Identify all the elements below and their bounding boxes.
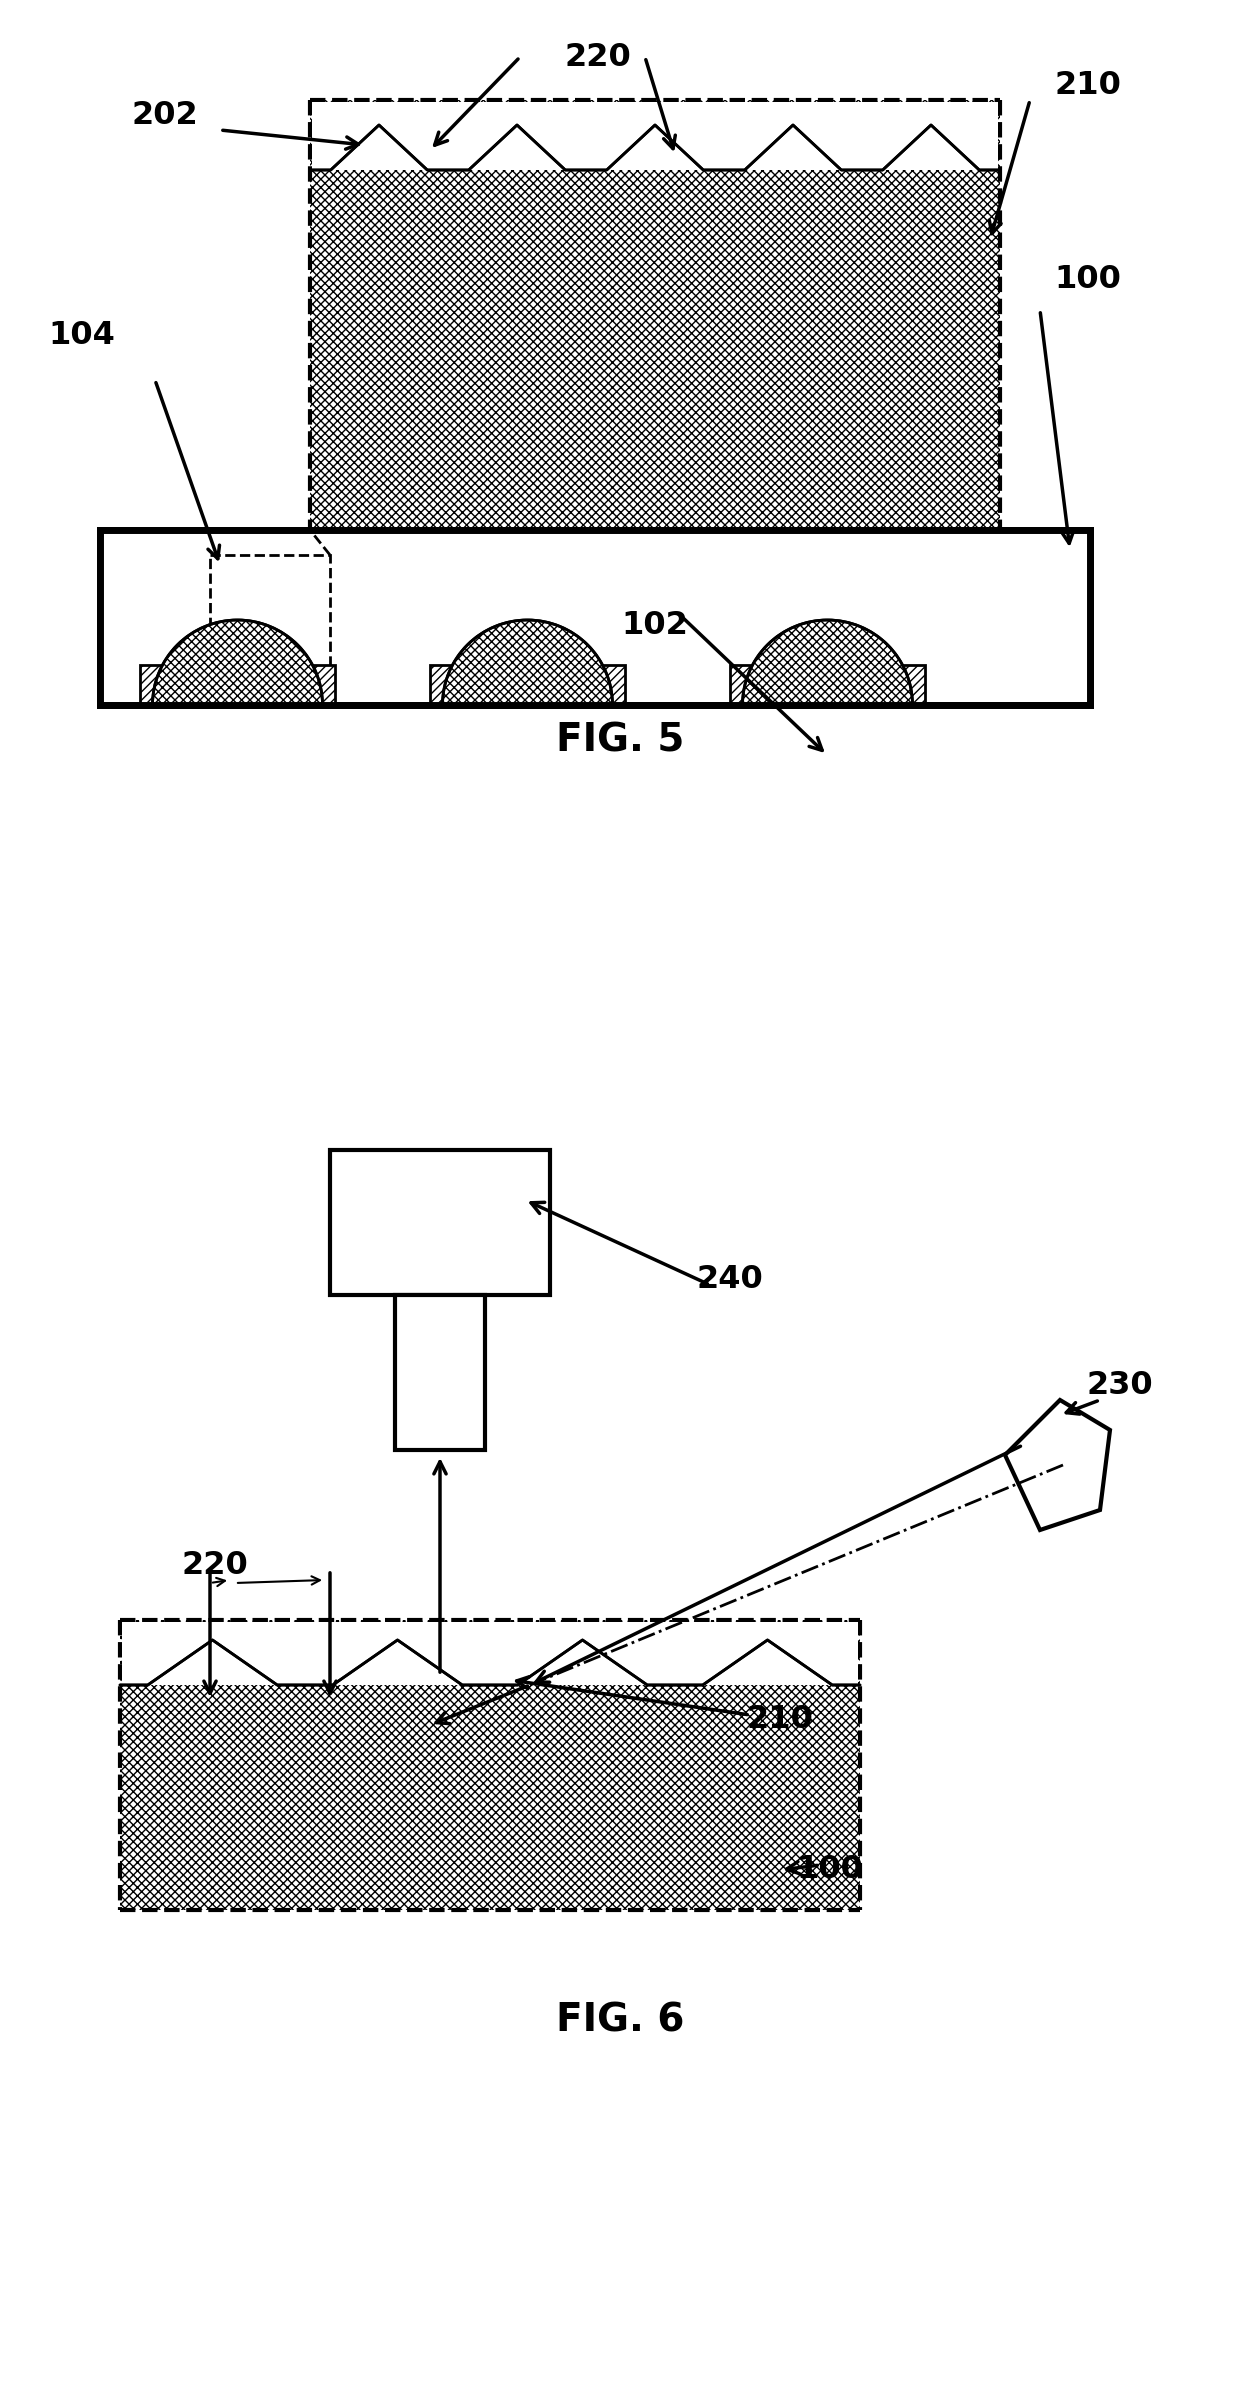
Bar	[310, 101, 999, 531]
Text: FIG. 6: FIG. 6	[556, 2001, 684, 2039]
Bar	[430, 665, 625, 706]
Polygon shape	[1004, 1400, 1110, 1530]
Bar	[210, 555, 330, 670]
Bar	[140, 665, 335, 706]
Text: 210: 210	[1054, 70, 1121, 101]
Text: 104: 104	[48, 319, 115, 351]
Text: FIG. 5: FIG. 5	[556, 721, 684, 759]
Text: 230: 230	[1086, 1369, 1153, 1400]
Bar	[312, 101, 998, 171]
Bar	[396, 1295, 485, 1451]
Bar	[100, 531, 1090, 706]
Text: 102: 102	[621, 610, 688, 641]
Text: 220: 220	[181, 1549, 248, 1581]
Bar	[330, 1151, 551, 1295]
Wedge shape	[743, 620, 913, 706]
Bar	[120, 1619, 861, 1910]
Text: 240: 240	[697, 1263, 764, 1295]
Bar	[120, 1619, 861, 1910]
Bar	[730, 665, 925, 706]
Wedge shape	[153, 620, 322, 706]
Text: 100: 100	[1054, 264, 1121, 295]
Text: 202: 202	[131, 98, 198, 130]
Bar	[100, 531, 1090, 706]
Bar	[122, 1621, 858, 1684]
Text: 210: 210	[746, 1705, 813, 1737]
Text: 100: 100	[796, 1854, 863, 1886]
Bar	[310, 101, 999, 531]
Wedge shape	[443, 620, 613, 706]
Bar	[308, 528, 1002, 536]
Text: 220: 220	[564, 41, 631, 72]
